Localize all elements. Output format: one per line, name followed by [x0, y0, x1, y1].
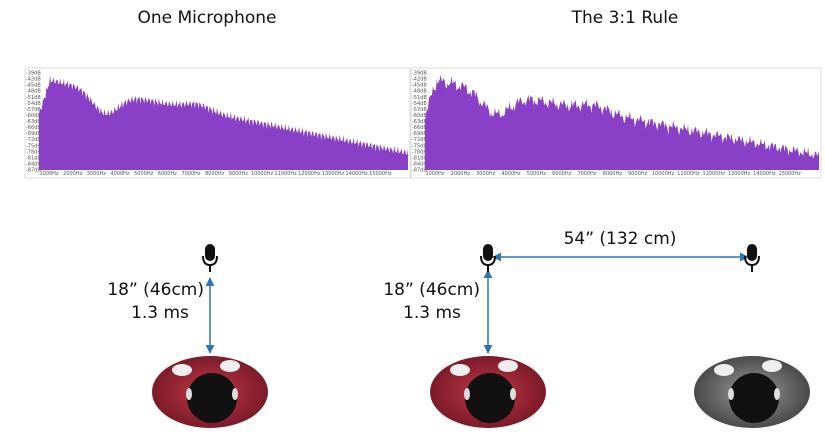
y-axis-label: -42dB	[412, 77, 427, 83]
x-axis-label: 9000Hz	[229, 171, 248, 177]
x-axis-label: 4000Hz	[501, 171, 520, 177]
mic-capsule	[205, 244, 215, 261]
y-axis-label: -39dB	[412, 71, 427, 77]
arm	[450, 364, 470, 376]
x-axis-label: 6000Hz	[158, 171, 177, 177]
y-axis-label: -81dB	[412, 155, 427, 161]
x-axis-label: 1000Hz	[39, 171, 58, 177]
microphone	[480, 244, 496, 272]
y-axis-label: -60dB	[26, 113, 41, 119]
y-axis-label: -69dB	[26, 131, 41, 137]
ear	[186, 388, 192, 400]
y-axis-label: -84dB	[412, 161, 427, 167]
panel-title: The 3:1 Rule	[571, 8, 679, 28]
head	[465, 373, 515, 423]
y-axis-label: -87dB	[412, 168, 427, 174]
x-axis-label: 15000Hz	[779, 171, 802, 177]
ear	[728, 388, 734, 400]
delay-label: 1.3 ms	[131, 303, 189, 323]
x-axis-label: 12000Hz	[703, 171, 726, 177]
x-axis-label: 15000Hz	[369, 171, 392, 177]
mic-capsule	[747, 244, 757, 261]
person	[430, 356, 546, 428]
arm	[220, 360, 240, 372]
y-axis-label: -78dB	[26, 149, 41, 155]
x-axis-label: 3000Hz	[87, 171, 106, 177]
panel-title: One Microphone	[138, 8, 277, 28]
y-axis-label: -51dB	[26, 95, 41, 101]
x-axis-label: 9000Hz	[628, 171, 647, 177]
y-axis-label: -66dB	[26, 125, 41, 131]
person	[694, 356, 810, 428]
y-axis-label: -78dB	[412, 149, 427, 155]
y-axis-label: -84dB	[26, 161, 41, 167]
x-axis-label: 1000Hz	[425, 171, 444, 177]
y-axis-label: -75dB	[412, 143, 427, 149]
x-axis-label: 5000Hz	[134, 171, 153, 177]
x-axis-label: 10000Hz	[652, 171, 675, 177]
ear	[774, 388, 780, 400]
y-axis-label: -63dB	[412, 119, 427, 125]
x-axis-label: 5000Hz	[527, 171, 546, 177]
spectrum-fill	[425, 74, 819, 170]
y-axis-label: -51dB	[412, 95, 427, 101]
y-axis-label: -75dB	[26, 143, 41, 149]
y-axis-label: -45dB	[412, 83, 427, 89]
head	[187, 373, 237, 423]
x-axis-label: 4000Hz	[110, 171, 129, 177]
y-axis-label: -48dB	[412, 89, 427, 95]
y-axis-label: -48dB	[26, 89, 41, 95]
y-axis-label: -87dB	[26, 168, 41, 174]
x-axis-label: 11000Hz	[677, 171, 700, 177]
mic-capsule	[483, 244, 493, 261]
ear	[510, 388, 516, 400]
microphone	[744, 244, 760, 272]
ear	[464, 388, 470, 400]
y-axis-label: -69dB	[412, 131, 427, 137]
y-axis-label: -39dB	[26, 71, 41, 77]
y-axis-label: -72dB	[26, 137, 41, 143]
x-axis-label: 6000Hz	[552, 171, 571, 177]
y-axis-label: -72dB	[412, 137, 427, 143]
x-axis-label: 8000Hz	[205, 171, 224, 177]
y-axis-label: -60dB	[412, 113, 427, 119]
y-axis-label: -81dB	[26, 155, 41, 161]
person	[152, 356, 268, 428]
distance-label: 18” (46cm)	[107, 280, 204, 300]
x-axis-label: 14000Hz	[346, 171, 369, 177]
arm	[714, 364, 734, 376]
arm	[172, 364, 192, 376]
x-axis-label: 7000Hz	[181, 171, 200, 177]
y-axis-label: -63dB	[26, 119, 41, 125]
ear	[232, 388, 238, 400]
x-axis-label: 2000Hz	[63, 171, 82, 177]
delay-label: 1.3 ms	[403, 303, 461, 323]
x-axis-label: 11000Hz	[275, 171, 298, 177]
y-axis-label: -57dB	[412, 107, 427, 113]
arm	[498, 360, 518, 372]
spacing-label: 54” (132 cm)	[564, 229, 677, 249]
spectrum-fill	[39, 75, 408, 170]
x-axis-label: 2000Hz	[451, 171, 470, 177]
y-axis-label: -45dB	[26, 83, 41, 89]
y-axis-label: -66dB	[412, 125, 427, 131]
microphone	[202, 244, 218, 272]
x-axis-label: 13000Hz	[728, 171, 751, 177]
x-axis-label: 7000Hz	[577, 171, 596, 177]
y-axis-label: -42dB	[26, 77, 41, 83]
x-axis-label: 13000Hz	[322, 171, 345, 177]
x-axis-label: 8000Hz	[603, 171, 622, 177]
x-axis-label: 14000Hz	[753, 171, 776, 177]
distance-label: 18” (46cm)	[383, 280, 480, 300]
y-axis-label: -54dB	[26, 101, 41, 107]
x-axis-label: 10000Hz	[251, 171, 274, 177]
y-axis-label: -57dB	[26, 107, 41, 113]
y-axis-label: -54dB	[412, 101, 427, 107]
arm	[762, 360, 782, 372]
head	[729, 373, 779, 423]
x-axis-label: 3000Hz	[476, 171, 495, 177]
x-axis-label: 12000Hz	[298, 171, 321, 177]
